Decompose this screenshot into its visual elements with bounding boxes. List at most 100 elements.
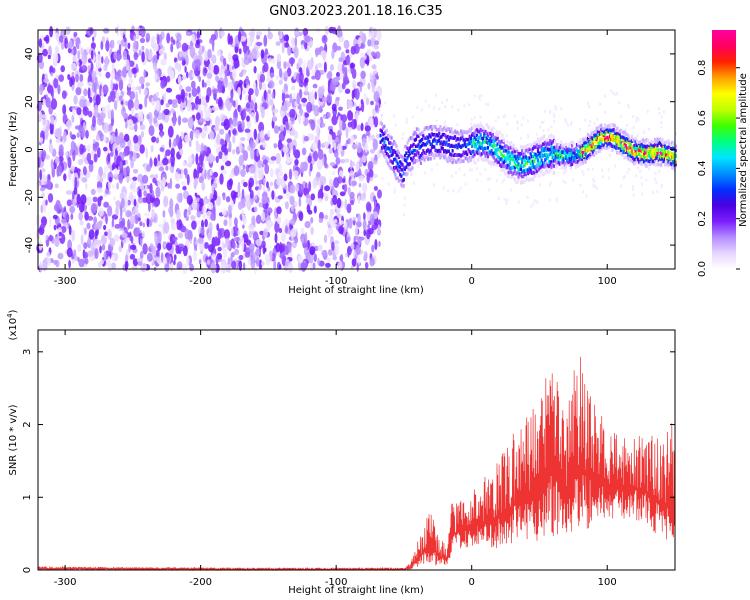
- heatmap-cell: [383, 131, 386, 136]
- heatmap-cell: [227, 204, 232, 215]
- heatmap-cell: [223, 76, 229, 88]
- heatmap-cell: [541, 146, 544, 151]
- heatmap-cell: [389, 159, 392, 163]
- y-tick-label: 0: [22, 567, 33, 573]
- heatmap-cell: [472, 140, 475, 145]
- heatmap-cell: [519, 164, 522, 168]
- heatmap-cell: [87, 216, 94, 221]
- heatmap-cell: [369, 213, 375, 224]
- heatmap-cell: [237, 201, 243, 211]
- heatmap-cell: [318, 260, 325, 267]
- heatmap-cell: [195, 129, 200, 136]
- heatmap-cell: [650, 154, 653, 158]
- heatmap-cell: [61, 90, 67, 100]
- heatmap-cell: [355, 220, 362, 228]
- heatmap-cell: [634, 154, 637, 158]
- heatmap-cell: [349, 62, 356, 69]
- heatmap-cell: [427, 127, 430, 131]
- heatmap-cell: [660, 125, 663, 129]
- heatmap-cell: [313, 105, 320, 117]
- heatmap-cell: [90, 203, 97, 214]
- heatmap-cell: [445, 140, 448, 144]
- heatmap-cell: [155, 99, 160, 112]
- heatmap-cell: [605, 127, 608, 131]
- heatmap-cell: [611, 129, 614, 133]
- heatmap-cell: [486, 146, 490, 150]
- heatmap-cell: [524, 168, 527, 173]
- heatmap-cell: [245, 75, 249, 86]
- heatmap-cell: [641, 154, 644, 159]
- heatmap-cell: [253, 206, 258, 213]
- heatmap-cell: [72, 55, 77, 64]
- heatmap-cell: [187, 205, 192, 213]
- heatmap-cell: [268, 57, 272, 63]
- heatmap-cell: [401, 168, 404, 172]
- heatmap-cell: [563, 156, 566, 160]
- heatmap-cell: [256, 31, 263, 36]
- heatmap-cell: [568, 148, 571, 153]
- heatmap-cell: [517, 175, 520, 179]
- heatmap-cell: [517, 162, 520, 166]
- heatmap-cell: [580, 150, 583, 154]
- heatmap-cell: [250, 112, 255, 119]
- heatmap-cell: [513, 149, 516, 154]
- heatmap-cell: [185, 31, 191, 36]
- heatmap-cell: [207, 48, 212, 59]
- heatmap-cell: [242, 262, 246, 271]
- heatmap-cell: [68, 225, 72, 236]
- heatmap-cell: [267, 26, 271, 38]
- heatmap-cell: [568, 163, 571, 167]
- heatmap-cell: [629, 138, 632, 143]
- heatmap-cell: [616, 151, 619, 155]
- heatmap-cell: [346, 99, 353, 109]
- heatmap-cell: [525, 161, 529, 165]
- heatmap-cell: [617, 131, 620, 135]
- heatmap-cell: [575, 153, 579, 157]
- heatmap-cell: [619, 148, 622, 152]
- heatmap-cell: [596, 136, 599, 140]
- heatmap-cell: [564, 142, 568, 146]
- heatmap-cell: [432, 133, 435, 137]
- heatmap-cell: [397, 164, 400, 169]
- heatmap-cell: [477, 158, 480, 162]
- heatmap-cell: [672, 164, 675, 168]
- heatmap-cell: [242, 69, 247, 76]
- heatmap-cell: [578, 152, 581, 156]
- heatmap-cell: [530, 159, 533, 163]
- heatmap-cell: [391, 142, 394, 146]
- heatmap-cell: [223, 219, 228, 227]
- heatmap-cell: [269, 99, 274, 106]
- heatmap-cell: [317, 119, 321, 124]
- heatmap-cell: [75, 60, 80, 67]
- heatmap-cell: [373, 186, 378, 191]
- heatmap-cell: [514, 172, 518, 176]
- heatmap-cell: [612, 91, 615, 95]
- heatmap-cell: [493, 156, 496, 160]
- heatmap-cell: [508, 161, 511, 166]
- heatmap-cell: [286, 138, 293, 144]
- heatmap-cell: [403, 144, 407, 149]
- heatmap-cell: [533, 159, 536, 163]
- heatmap-cell: [490, 134, 493, 138]
- heatmap-cell: [113, 99, 118, 111]
- heatmap-cell: [273, 125, 280, 134]
- heatmap-cell: [324, 25, 329, 36]
- x-tick-label: -100: [325, 276, 348, 287]
- heatmap-cell: [445, 124, 448, 128]
- heatmap-cell: [204, 218, 208, 228]
- heatmap-cell: [219, 138, 225, 146]
- heatmap-cell: [582, 154, 585, 158]
- heatmap-cell: [650, 145, 653, 150]
- heatmap-cell: [583, 157, 586, 161]
- heatmap-cell: [499, 163, 502, 167]
- heatmap-cell: [530, 171, 533, 175]
- heatmap-cell: [213, 64, 220, 75]
- heatmap-cell: [595, 186, 598, 190]
- heatmap-cell: [44, 128, 49, 141]
- heatmap-cell: [133, 198, 137, 207]
- heatmap-cell: [661, 157, 664, 161]
- heatmap-cell: [292, 92, 296, 100]
- heatmap-cell: [266, 181, 269, 189]
- heatmap-cell: [558, 151, 561, 155]
- heatmap-cell: [337, 143, 343, 153]
